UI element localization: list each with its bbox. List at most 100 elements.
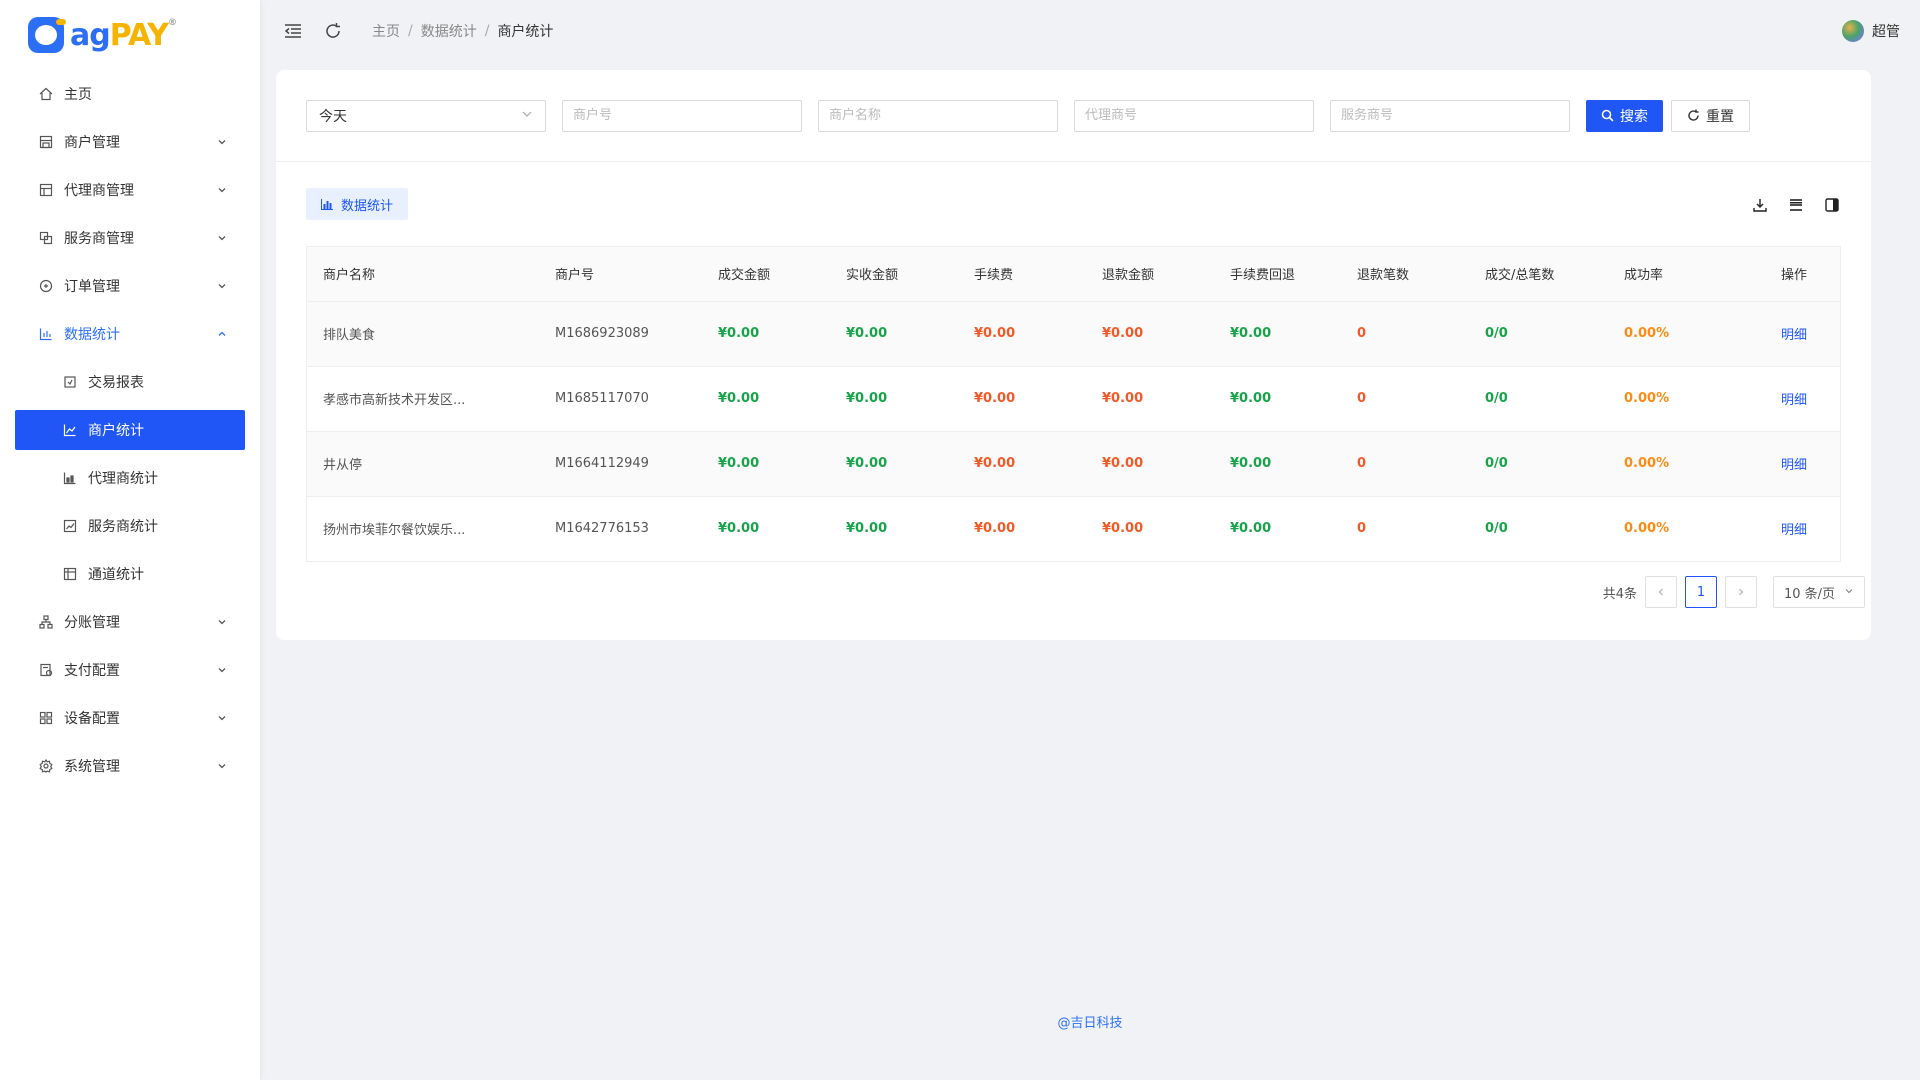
- sidebar-item-system[interactable]: 系统管理: [0, 742, 260, 790]
- sidebar-subitem-transaction-report[interactable]: 交易报表: [0, 358, 260, 406]
- data-stats-button[interactable]: 数据统计: [306, 188, 409, 220]
- prev-page-button[interactable]: [1645, 576, 1677, 608]
- sidebar-item-agent[interactable]: 代理商管理: [0, 166, 260, 214]
- success-rate-cell: 0.00%: [1608, 496, 1748, 561]
- pagination: 共4条 1 10 条/页: [1603, 576, 1865, 608]
- sidebar-subitem-merchant-stats[interactable]: 商户统计: [15, 410, 245, 450]
- logo-text: agPAY®: [70, 17, 177, 53]
- detail-link[interactable]: 明细: [1780, 523, 1807, 539]
- sidebar-item-label: 商户管理: [64, 135, 120, 151]
- menu-fold-icon[interactable]: [282, 20, 304, 42]
- search-icon: [1601, 109, 1614, 122]
- table-row: 扬州市埃菲尔餐饮娱乐... M1642776153 ¥0.00 ¥0.00 ¥0…: [307, 496, 1840, 561]
- user-menu[interactable]: 超管: [1842, 20, 1900, 42]
- sidebar-item-home[interactable]: 主页: [0, 70, 260, 118]
- next-page-button[interactable]: [1725, 576, 1757, 608]
- page-button[interactable]: 1: [1685, 576, 1717, 608]
- sidebar-item-pay-config[interactable]: 支付配置: [0, 646, 260, 694]
- refund-amount-cell: ¥0.00: [1086, 301, 1214, 367]
- sidebar-item-label: 设备配置: [64, 711, 120, 727]
- chevron-down-icon: [216, 232, 228, 244]
- reset-button[interactable]: 重置: [1671, 99, 1750, 132]
- column-header: 成功率: [1608, 247, 1748, 302]
- refund-amount-cell: ¥0.00: [1086, 496, 1214, 561]
- sidebar-item-label: 支付配置: [64, 663, 120, 679]
- refund-count-cell: 0: [1341, 431, 1469, 497]
- chevron-down-icon: [216, 136, 228, 148]
- table-header-row: 商户名称 商户号 成交金额 实收金额 手续费 退款金额 手续费回退 退款笔数 成…: [307, 247, 1840, 302]
- agent-no-input[interactable]: [1074, 99, 1314, 132]
- service-no-input[interactable]: [1330, 99, 1570, 132]
- detail-link[interactable]: 明细: [1780, 328, 1807, 343]
- sidebar-item-statistics[interactable]: 数据统计: [0, 310, 260, 358]
- breadcrumb-home[interactable]: 主页: [372, 24, 400, 40]
- pay-config-icon: [38, 662, 54, 678]
- density-icon[interactable]: [1787, 196, 1805, 214]
- detail-link[interactable]: 明细: [1780, 393, 1807, 408]
- sidebar-item-label: 主页: [64, 87, 92, 103]
- deal-amount-cell: ¥0.00: [702, 496, 830, 561]
- download-icon[interactable]: [1751, 196, 1769, 214]
- column-header: 成交/总笔数: [1469, 247, 1608, 302]
- success-rate-cell: 0.00%: [1608, 301, 1748, 367]
- chevron-down-icon: [521, 108, 533, 124]
- sidebar-item-order[interactable]: 订单管理: [0, 262, 260, 310]
- line-chart-icon: [62, 422, 78, 438]
- sidebar-subitem-label: 商户统计: [88, 423, 144, 439]
- table-row: 井从停 M1664112949 ¥0.00 ¥0.00 ¥0.00 ¥0.00 …: [307, 431, 1840, 497]
- logo-ag: ag: [70, 17, 111, 53]
- chevron-down-icon: [216, 616, 228, 628]
- fee-cell: ¥0.00: [958, 301, 1086, 367]
- merchant-no-input[interactable]: [562, 99, 802, 132]
- bar-chart-icon: [62, 470, 78, 486]
- sidebar-item-device-config[interactable]: 设备配置: [0, 694, 260, 742]
- sidebar-item-label: 分账管理: [64, 615, 120, 631]
- refresh-icon[interactable]: [322, 20, 344, 42]
- sidebar-item-merchant[interactable]: 商户管理: [0, 118, 260, 166]
- fee-refund-cell: ¥0.00: [1214, 431, 1341, 497]
- detail-link[interactable]: 明细: [1780, 458, 1807, 473]
- table-toolbar: 数据统计: [276, 162, 1871, 246]
- reset-button-label: 重置: [1706, 108, 1734, 125]
- sidebar-subitem-channel-stats[interactable]: 通道统计: [0, 550, 260, 598]
- breadcrumb-statistics[interactable]: 数据统计: [420, 24, 477, 40]
- refund-amount-cell: ¥0.00: [1086, 366, 1214, 432]
- device-icon: [38, 710, 54, 726]
- deal-amount-cell: ¥0.00: [702, 366, 830, 432]
- fee-cell: ¥0.00: [958, 366, 1086, 432]
- breadcrumb-current: 商户统计: [497, 24, 554, 40]
- logo[interactable]: agPAY®: [0, 0, 260, 70]
- service-icon: [38, 230, 54, 246]
- search-button-label: 搜索: [1620, 108, 1648, 125]
- bar-chart-icon: [321, 198, 333, 210]
- sidebar-subitem-label: 代理商统计: [88, 471, 158, 487]
- merchant-name-cell: 扬州市埃菲尔餐饮娱乐...: [307, 496, 539, 561]
- received-amount-cell: ¥0.00: [830, 366, 958, 432]
- merchant-name-cell: 孝感市高新技术开发区...: [307, 366, 539, 432]
- home-icon: [38, 86, 54, 102]
- logo-pay: PAY: [109, 17, 169, 53]
- refund-count-cell: 0: [1341, 301, 1469, 367]
- success-rate-cell: 0.00%: [1608, 431, 1748, 497]
- page-size-select[interactable]: 10 条/页: [1773, 576, 1865, 608]
- search-button[interactable]: 搜索: [1586, 99, 1663, 132]
- date-range-select[interactable]: 今天: [306, 99, 546, 132]
- column-header: 实收金额: [830, 247, 958, 302]
- column-header: 商户名称: [307, 247, 539, 302]
- sidebar-subitem-agent-stats[interactable]: 代理商统计: [0, 454, 260, 502]
- sidebar-subitem-service-stats[interactable]: 服务商统计: [0, 502, 260, 550]
- date-range-value: 今天: [319, 108, 347, 125]
- merchant-name-cell: 井从停: [307, 431, 539, 497]
- column-settings-icon[interactable]: [1823, 196, 1841, 214]
- column-header: 退款金额: [1086, 247, 1214, 302]
- chevron-up-icon: [216, 328, 228, 340]
- sidebar-subitem-label: 交易报表: [88, 375, 144, 391]
- merchant-no-cell: M1685117070: [539, 366, 702, 432]
- sidebar-item-split[interactable]: 分账管理: [0, 598, 260, 646]
- fee-cell: ¥0.00: [958, 431, 1086, 497]
- refund-count-cell: 0: [1341, 496, 1469, 561]
- logo-trademark: ®: [168, 17, 177, 28]
- merchant-no-cell: M1642776153: [539, 496, 702, 561]
- sidebar-item-service-provider[interactable]: 服务商管理: [0, 214, 260, 262]
- merchant-name-input[interactable]: [818, 99, 1058, 132]
